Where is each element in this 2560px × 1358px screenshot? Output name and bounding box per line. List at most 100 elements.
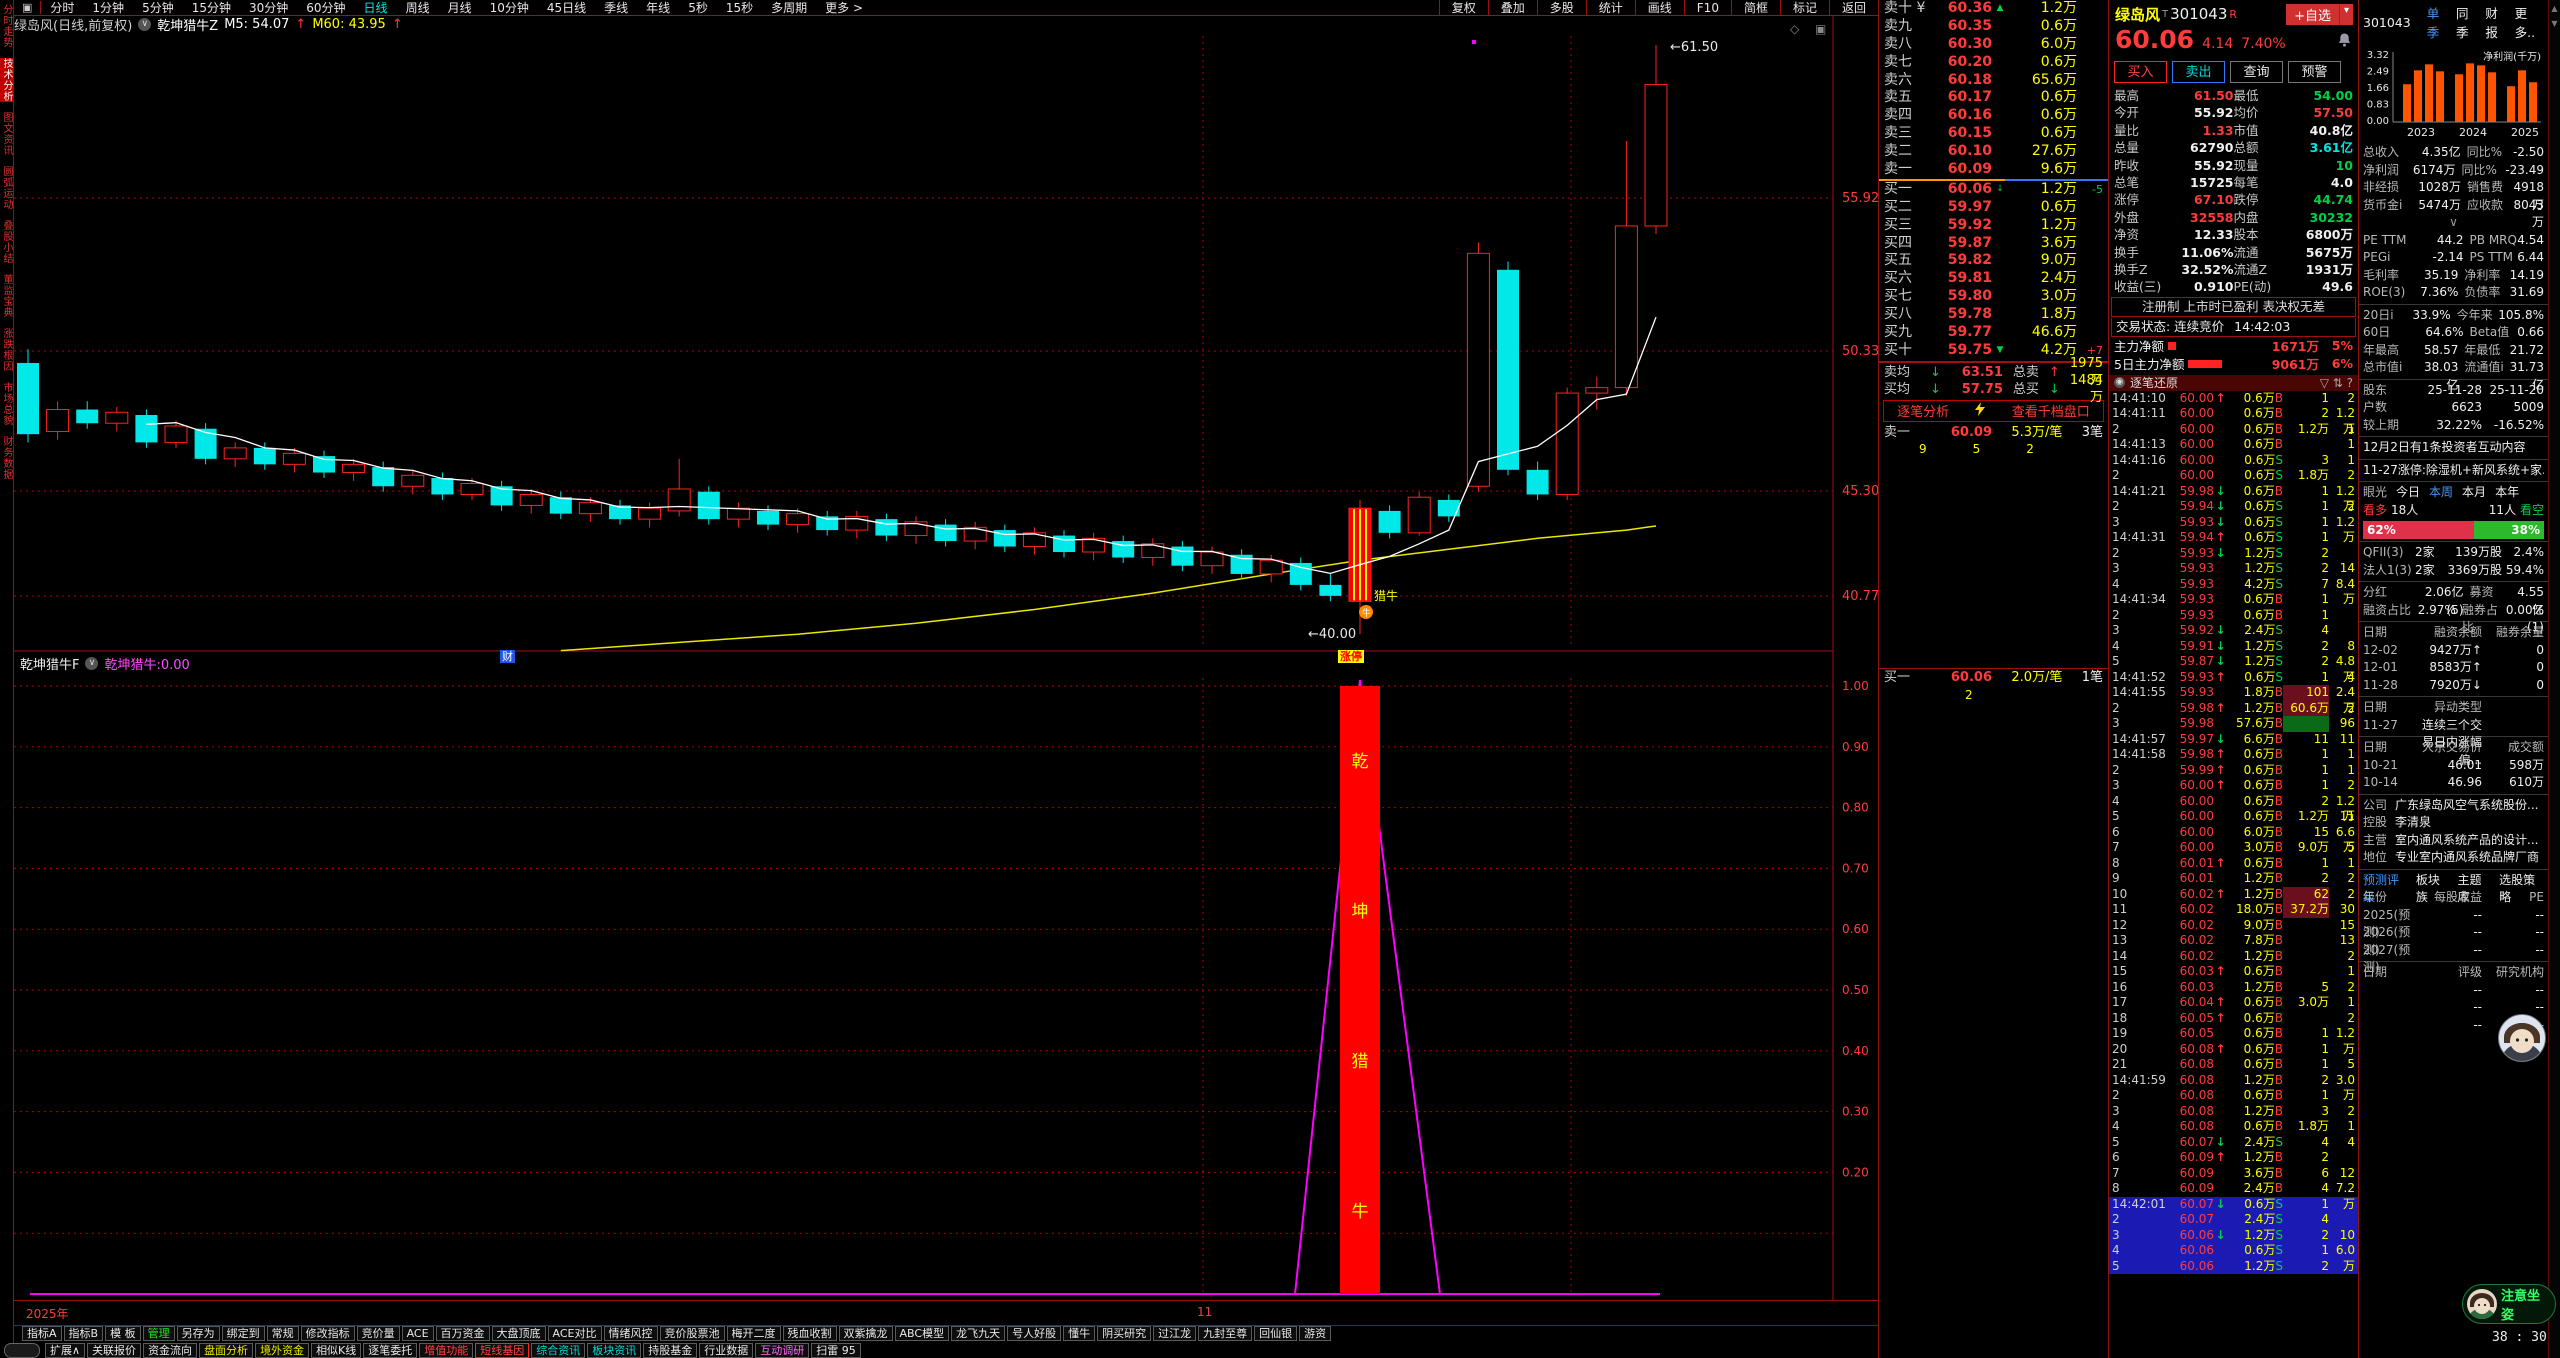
indicator-dropdown-icon[interactable]: ∨ (138, 18, 152, 31)
stock-name[interactable]: 绿岛风 (2115, 5, 2161, 24)
app-icon[interactable]: ▣ (14, 1, 42, 14)
period-item[interactable]: 5分钟 (142, 1, 174, 15)
tick-row[interactable]: 17 60.04 ↑ 0.6万B 3.0万 1 (2112, 995, 2355, 1010)
period-item[interactable]: 年线 (646, 1, 671, 15)
tick-row[interactable]: 3 59.93 1.2万S 2 14 (2112, 561, 2355, 576)
tick-row[interactable]: 6 60.09 ↑ 1.2万B 2 (2112, 1150, 2329, 1165)
bottom-tab-模 板[interactable]: 模 板 (105, 1325, 141, 1341)
menu-tool-统计[interactable]: 统计 (1585, 0, 1635, 15)
sub-indicator-name[interactable]: 乾坤猎牛F (20, 657, 80, 673)
tick-row[interactable]: 15 60.03 ↑ 0.6万B 1 (2112, 964, 2355, 979)
stock-code[interactable]: 301043 (2170, 5, 2228, 23)
bottom-tab2-相似K线[interactable]: 相似K线 (311, 1342, 362, 1358)
period-tab-本月[interactable]: 本月 (2462, 485, 2487, 499)
period-item[interactable]: 10分钟 (489, 1, 529, 15)
report-link-财报[interactable]: 财报 (2485, 6, 2498, 40)
tick-row[interactable]: 14:41:10 60.00 ↑ 0.6万B 1 2 (2112, 390, 2355, 405)
tick-row[interactable]: 20 60.08 ↑ 0.6万B 1 (2112, 1041, 2329, 1056)
bid-level-row[interactable]: 买一 60.06 ↓ 1.2万 -5 (1884, 180, 2103, 197)
menu-tool-F10[interactable]: F10 (1683, 0, 1731, 15)
tick-row[interactable]: 14:41:58 59.98 ↑ 0.6万B 1 1 (2112, 747, 2355, 762)
bottom-tab-管理[interactable]: 管理 (142, 1325, 175, 1341)
ask-level-row[interactable]: 卖四 60.16 0.6万 (1884, 107, 2077, 124)
sidebar-tab-8[interactable]: 财务数据 (1, 436, 12, 480)
tick-row[interactable]: 4 60.08 0.6万B 1.8万 1 (2112, 1119, 2355, 1134)
tick-row[interactable]: 2 59.93 ↓ 1.2万S 2 (2112, 545, 2329, 560)
bottom-tab2-关联报价[interactable]: 关联报价 (87, 1342, 142, 1358)
period-item[interactable]: 15分钟 (191, 1, 231, 15)
collapse-down-icon[interactable]: ▼ (2551, 19, 2558, 28)
period-item[interactable]: 季线 (604, 1, 629, 15)
menu-tool-复权[interactable]: 复权 (1438, 0, 1488, 15)
finance-report-marker[interactable]: 财 (500, 650, 515, 663)
period-item[interactable]: 1分钟 (92, 1, 125, 15)
tick-row[interactable]: 11 60.02 18.0万B 37.2万 30 (2112, 902, 2355, 918)
bid-level-row[interactable]: 买六 59.81 2.4万 (1884, 270, 2077, 287)
tick-row[interactable]: 7 60.00 3.0万B 9.0万 5 (2112, 840, 2355, 855)
bottom-tab-修改指标[interactable]: 修改指标 (300, 1325, 355, 1341)
sidebar-tab-2[interactable]: 图文资讯 (1, 112, 12, 156)
bottom-tab-竞价量[interactable]: 竞价量 (356, 1325, 400, 1341)
period-item[interactable]: 多周期 (771, 1, 808, 15)
ask-level-row[interactable]: 卖五 60.17 0.6万 (1884, 89, 2077, 106)
tick-row[interactable]: 5 60.06 1.2万S 2 (2109, 1258, 2358, 1275)
main-candlestick-chart[interactable]: 55.92 50.33 45.30 40.77 ←61.50 ←40.00 猎牛牛 (14, 16, 1878, 652)
bid-level-row[interactable]: 买八 59.78 1.8万 (1884, 306, 2077, 323)
f10-link-主题库[interactable]: 主题库 (2457, 872, 2482, 905)
menu-tool-简框[interactable]: 简框 (1730, 0, 1780, 15)
tick-row[interactable]: 3 60.08 1.2万B 3 2 (2112, 1103, 2355, 1118)
assistant-avatar[interactable] (2498, 1014, 2546, 1062)
tick-list-header[interactable]: ◉ 逐笔还原 ▽ ⇅ ? (2109, 374, 2358, 391)
sidebar-tab-0[interactable]: 分时走势 (1, 4, 12, 48)
tick-row[interactable]: 14:41:57 59.97 ↓ 6.6万B 11 11 (2112, 731, 2355, 746)
bottom-tab2-板块资讯[interactable]: 板块资讯 (587, 1342, 642, 1358)
period-item[interactable]: 5秒 (688, 1, 708, 15)
tick-row[interactable]: 18 60.05 ↑ 0.6万B 2 (2112, 1010, 2355, 1025)
tick-row[interactable]: 5 60.07 ↓ 2.4万S 4 4 (2112, 1134, 2355, 1149)
tick-row[interactable]: 16 60.03 1.2万B 5 2 (2112, 979, 2355, 994)
period-item[interactable]: 日线 (363, 1, 388, 15)
bottom-tab-百万资金[interactable]: 百万资金 (435, 1325, 490, 1341)
right-scroll-strip[interactable]: ▲ ▼ (2548, 0, 2560, 1358)
indicator-name[interactable]: 乾坤猎牛Z (157, 19, 219, 34)
ask-level-row[interactable]: 卖一 60.09 9.6万 (1884, 161, 2077, 178)
sidebar-tab-1[interactable]: 技术分析 (0, 58, 13, 102)
tick-row[interactable]: 10 60.02 ↑ 1.2万B 62 2 (2112, 886, 2355, 903)
period-item[interactable]: 月线 (447, 1, 472, 15)
tick-row[interactable]: 21 60.08 0.6万B 1 5 (2112, 1057, 2355, 1072)
indicator-signal-bar[interactable] (1340, 686, 1380, 1294)
tick-row[interactable]: 14:42:01 60.07 ↓ 0.6万S 1 (2109, 1196, 2358, 1213)
tick-row[interactable]: 3 59.92 ↓ 2.4万S 4 (2112, 623, 2329, 638)
period-item[interactable]: 45日线 (546, 1, 587, 15)
bid-level-row[interactable]: 买九 59.77 46.6万 (1884, 324, 2077, 341)
bottom-tab-双紫擒龙[interactable]: 双紫擒龙 (838, 1325, 893, 1341)
tick-row[interactable]: 14:41:13 60.00 0.6万B 1 (2112, 437, 2355, 452)
tick-row[interactable]: 3 59.93 ↓ 0.6万S 1 1.2万 (2112, 514, 2355, 545)
bottom-tab-ACE[interactable]: ACE (401, 1325, 434, 1341)
bottom-tab-指标A[interactable]: 指标A (22, 1325, 62, 1341)
sidebar-tab-5[interactable]: 董监宝典 (1, 274, 12, 318)
sidebar-tab-6[interactable]: 涨跌根因 (1, 328, 12, 372)
ask-level-row[interactable]: 卖二 60.10 27.6万 (1884, 143, 2077, 160)
period-item[interactable]: 15秒 (725, 1, 754, 15)
tick-row[interactable]: 8 60.09 2.4万B 4 7.2万 (2112, 1181, 2355, 1211)
tick-row[interactable]: 4 60.00 0.6万B 2 1.2万 (2112, 793, 2355, 824)
menu-tool-返回[interactable]: 返回 (1828, 0, 1878, 15)
tick-row[interactable]: 3 60.06 ↓ 1.2万S 2 10 (2109, 1227, 2358, 1244)
bottom-tab2-互动调研[interactable]: 互动调研 (755, 1342, 810, 1358)
bottom-tab-ABC模型[interactable]: ABC模型 (894, 1325, 950, 1341)
bottom-tab-残血收割[interactable]: 残血收割 (782, 1325, 837, 1341)
tick-row[interactable]: 2 60.00 0.6万B 1.2万 1 (2112, 421, 2355, 436)
f10-link-板块族[interactable]: 板块族 (2415, 872, 2440, 905)
tick-row[interactable]: 14:41:21 59.98 ↓ 0.6万B 1 1.2万 (2112, 483, 2355, 514)
f10-link-选股策略[interactable]: 选股策略 (2499, 872, 2536, 905)
tick-analysis-tabs[interactable]: 逐笔分析 查看千档盘口 (1883, 399, 2104, 422)
report-link-更多..[interactable]: 更多.. (2514, 6, 2536, 40)
tick-row[interactable]: 2 59.93 0.6万B 1 (2112, 607, 2329, 622)
sub-indicator-dropdown-icon[interactable]: ∨ (85, 656, 99, 670)
tick-row[interactable]: 14 60.02 1.2万B 2 (2112, 948, 2355, 963)
period-item[interactable]: 周线 (405, 1, 430, 15)
f10-link-预测评级[interactable]: 预测评级 (2363, 872, 2400, 905)
tick-row[interactable]: 7 60.09 3.6万B 6 12 (2112, 1165, 2355, 1180)
tick-row[interactable]: 8 60.01 ↑ 0.6万B 1 1 (2112, 855, 2355, 870)
